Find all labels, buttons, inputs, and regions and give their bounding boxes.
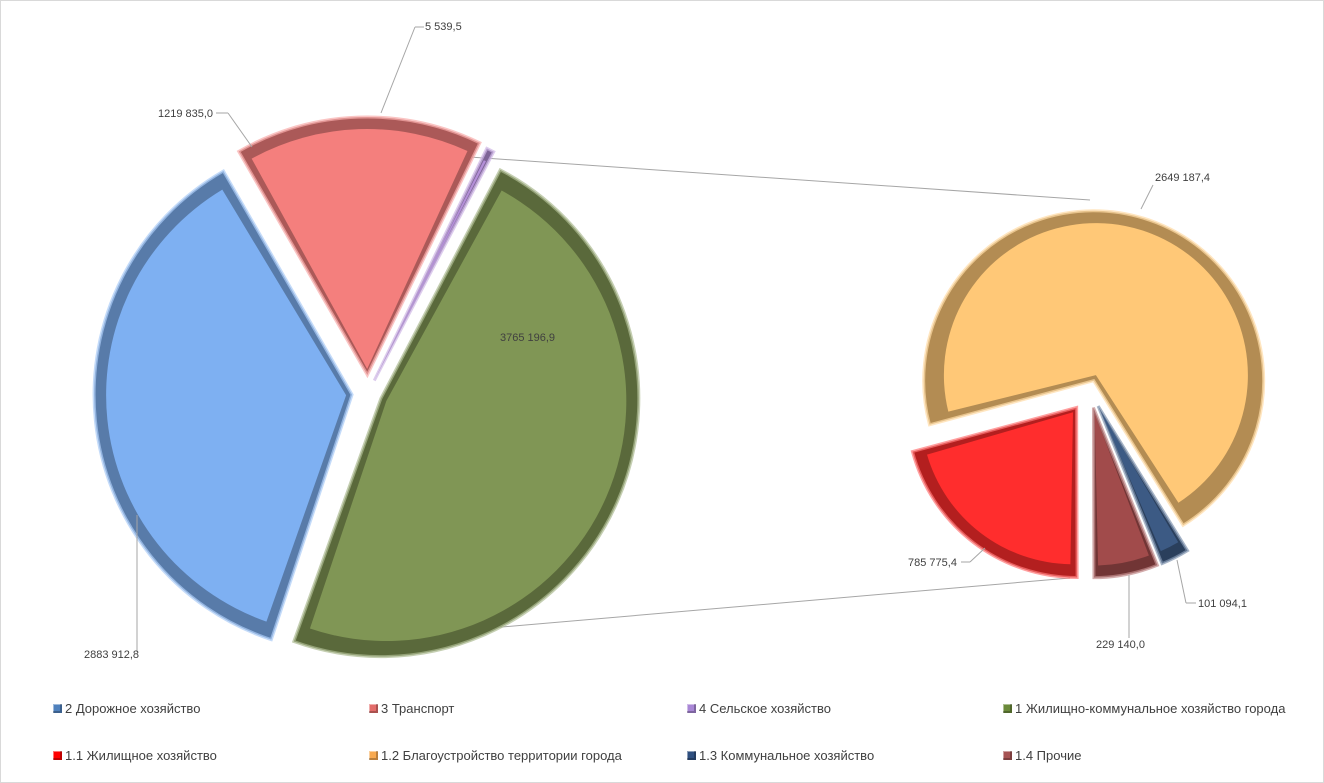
leader-line bbox=[380, 26, 416, 114]
leader-line bbox=[227, 112, 253, 148]
connector-line-bottom bbox=[397, 577, 1071, 637]
main-slice-2 bbox=[92, 168, 354, 642]
secondary-slice-1-2 bbox=[922, 209, 1266, 528]
main-slice-3 bbox=[236, 115, 482, 379]
main-slice-1 bbox=[291, 167, 641, 659]
connector-lines bbox=[397, 151, 1091, 637]
secondary-slice-1-3 bbox=[1096, 405, 1190, 566]
data-labels: 2883 912,8 1219 835,0 5 539,5 3765 196,9 785… bbox=[84, 21, 1247, 661]
leader-line bbox=[1140, 184, 1154, 210]
secondary-slice-1-1 bbox=[910, 405, 1079, 579]
data-label-1-4: 229 140,0 bbox=[1096, 639, 1145, 651]
data-label-1: 3765 196,9 bbox=[500, 332, 555, 344]
leader-line bbox=[969, 547, 986, 563]
leader-line bbox=[1176, 559, 1187, 604]
connector-line-top bbox=[397, 151, 1091, 201]
data-label-1-3: 101 094,1 bbox=[1198, 598, 1247, 610]
data-label-1-2: 2649 187,4 bbox=[1155, 172, 1210, 184]
main-pie bbox=[92, 115, 641, 659]
leader-lines bbox=[136, 26, 1196, 652]
data-label-1-1: 785 775,4 bbox=[908, 557, 957, 569]
data-label-4: 5 539,5 bbox=[425, 21, 462, 33]
secondary-pie bbox=[910, 209, 1266, 580]
secondary-slice-1-4 bbox=[1091, 407, 1160, 580]
data-label-2: 2883 912,8 bbox=[84, 649, 139, 661]
data-label-3: 1219 835,0 bbox=[158, 108, 213, 120]
main-slice-4 bbox=[372, 146, 496, 382]
